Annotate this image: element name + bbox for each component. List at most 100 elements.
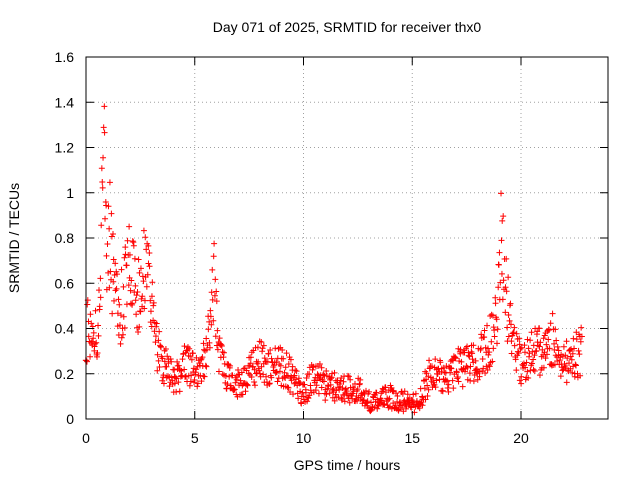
y-tick-label: 1.4	[55, 94, 75, 110]
data-point	[469, 356, 476, 363]
data-point	[393, 390, 400, 397]
data-point	[199, 354, 206, 361]
data-point	[479, 368, 486, 375]
data-point	[182, 373, 189, 380]
data-point	[364, 398, 371, 405]
data-point	[521, 342, 528, 349]
data-point	[318, 384, 325, 391]
data-point	[198, 378, 205, 385]
data-point	[186, 345, 193, 352]
data-point	[143, 246, 150, 253]
data-point	[160, 380, 167, 387]
data-point	[508, 338, 515, 345]
data-point	[216, 335, 223, 342]
data-point	[96, 303, 103, 310]
data-point	[326, 390, 333, 397]
data-point	[263, 373, 270, 380]
data-point	[219, 371, 226, 378]
data-point	[235, 367, 242, 374]
data-point	[112, 260, 119, 267]
data-point	[495, 261, 502, 268]
data-point	[100, 124, 107, 131]
data-point	[96, 287, 103, 294]
data-point	[130, 242, 137, 249]
data-point	[285, 360, 292, 367]
data-point	[331, 397, 338, 404]
data-point	[449, 377, 456, 384]
data-point	[566, 360, 573, 367]
data-point	[101, 103, 108, 110]
data-point	[136, 269, 143, 276]
data-point	[494, 326, 501, 333]
data-point	[505, 311, 512, 318]
data-point	[175, 379, 182, 386]
data-point	[103, 252, 110, 259]
data-point	[132, 297, 139, 304]
data-point	[505, 333, 512, 340]
data-point	[92, 307, 99, 314]
data-point	[226, 373, 233, 380]
data-point	[426, 357, 433, 364]
data-point	[488, 311, 495, 318]
data-point	[91, 343, 98, 350]
data-point	[207, 307, 214, 314]
data-point	[251, 382, 258, 389]
data-point	[549, 310, 556, 317]
data-point	[517, 345, 524, 352]
data-point	[100, 154, 107, 161]
data-point	[194, 380, 201, 387]
data-point	[493, 316, 500, 323]
data-point	[543, 351, 550, 358]
data-point	[428, 363, 435, 370]
data-point	[557, 373, 564, 380]
data-point	[521, 349, 528, 356]
data-point	[576, 351, 583, 358]
data-point	[525, 345, 532, 352]
data-point	[205, 326, 212, 333]
data-point	[516, 377, 523, 384]
data-point	[347, 376, 354, 383]
data-point	[191, 376, 198, 383]
data-point	[424, 382, 431, 389]
data-point	[314, 371, 321, 378]
data-point	[293, 368, 300, 375]
data-point	[507, 300, 514, 307]
data-point	[123, 262, 130, 269]
data-point	[304, 398, 311, 405]
data-point	[144, 271, 151, 278]
data-point	[512, 356, 519, 363]
data-point	[265, 350, 272, 357]
data-point	[177, 367, 184, 374]
data-point	[481, 334, 488, 341]
data-point	[547, 320, 554, 327]
data-point	[357, 376, 364, 383]
data-point	[572, 361, 579, 368]
data-point	[267, 346, 274, 353]
y-tick-label: 0.8	[55, 230, 75, 246]
data-point	[179, 356, 186, 363]
data-point	[203, 363, 210, 370]
data-point	[153, 320, 160, 327]
data-point	[112, 287, 119, 294]
data-point	[443, 363, 450, 370]
data-point	[520, 360, 527, 367]
data-point	[143, 283, 150, 290]
data-point	[129, 300, 136, 307]
data-point	[333, 387, 340, 394]
data-point	[513, 367, 520, 374]
data-point	[153, 323, 160, 330]
data-point	[202, 362, 209, 369]
data-point	[140, 278, 147, 285]
data-point	[560, 343, 567, 350]
data-point	[266, 380, 273, 387]
data-point	[502, 284, 509, 291]
data-point	[92, 340, 99, 347]
data-point	[408, 404, 415, 411]
data-point	[464, 343, 471, 350]
data-point	[329, 394, 336, 401]
data-point	[312, 387, 319, 394]
data-point	[256, 367, 263, 374]
data-point	[508, 350, 515, 357]
data-point	[239, 391, 246, 398]
